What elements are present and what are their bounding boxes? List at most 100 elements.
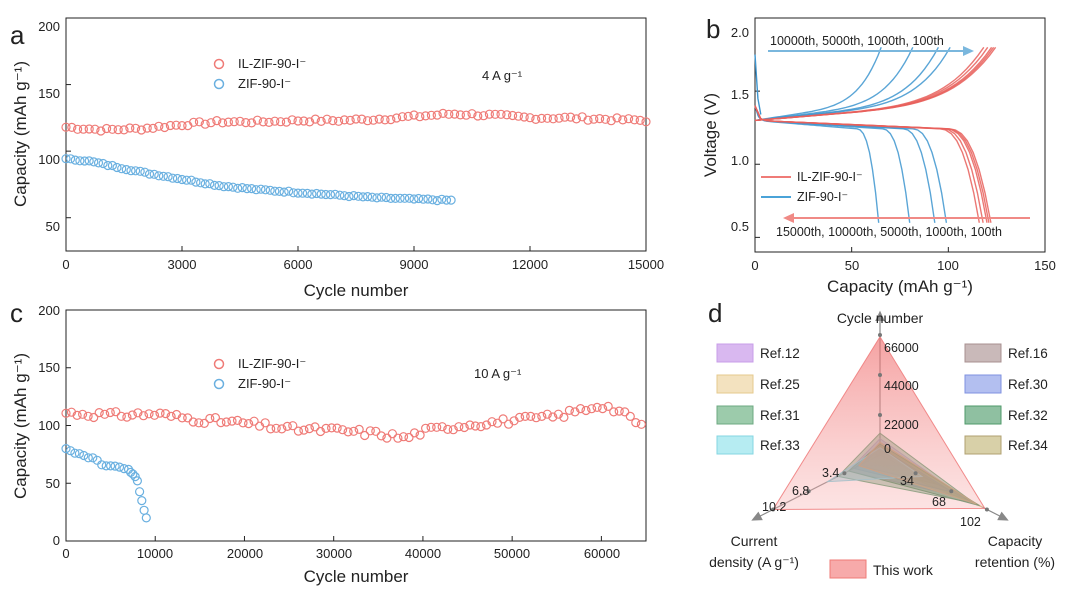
radar-tick-dot	[949, 489, 954, 494]
data-point-il	[589, 114, 599, 124]
data-point-il	[397, 112, 407, 122]
y-tick-label: 1.5	[731, 87, 749, 102]
data-point-il	[177, 413, 187, 423]
x-tick-label: 12000	[512, 257, 548, 272]
legend-swatch-ref25	[716, 374, 754, 394]
axis-arrow-icon	[997, 511, 1009, 521]
data-point-zif	[441, 195, 452, 205]
data-point-zif	[75, 156, 85, 166]
data-point-zif	[404, 193, 414, 203]
data-point-il	[221, 417, 231, 427]
radar-tick-dot	[878, 373, 882, 377]
data-point-zif	[135, 487, 145, 497]
x-tick-label: 100	[937, 258, 959, 273]
data-point-il	[339, 115, 349, 125]
data-point-zif	[137, 496, 147, 506]
data-point-il	[421, 111, 431, 121]
data-point-il	[631, 418, 641, 428]
data-point-il	[426, 110, 436, 120]
data-point-zif	[432, 196, 442, 206]
data-point-il	[629, 115, 640, 125]
data-point-il	[277, 424, 287, 434]
data-point-zif	[428, 195, 438, 205]
data-point-il	[392, 113, 402, 123]
data-point-il	[205, 413, 215, 424]
x-tick-label: 30000	[316, 546, 352, 561]
data-point-il	[148, 123, 158, 133]
discharge-curve	[754, 105, 980, 223]
data-point-zif	[335, 190, 345, 200]
data-point-il	[316, 116, 326, 127]
data-point-il	[542, 113, 553, 123]
data-point-il	[328, 115, 338, 126]
data-point-il	[212, 115, 222, 126]
data-point-il	[154, 121, 164, 131]
x-tick-labels-a: 0 3000 6000 9000 12000 15000	[62, 257, 664, 272]
data-point-il	[487, 417, 497, 427]
data-point-zif	[228, 182, 238, 192]
data-point-zif	[349, 191, 359, 201]
data-point-zif	[200, 179, 210, 189]
legend-label-zif: ZIF-90-I⁻	[797, 190, 848, 204]
x-tick-label: 10000	[137, 546, 173, 561]
data-point-il	[345, 115, 355, 126]
data-point-il	[332, 423, 342, 433]
data-point-il	[597, 404, 608, 414]
data-point-il	[526, 411, 536, 421]
data-point-il	[641, 117, 651, 127]
radar-axis-label-current-line1: Current	[731, 533, 778, 549]
legend-label-ref34: Ref.34	[1008, 438, 1048, 453]
data-point-il	[299, 116, 309, 126]
data-point-zif	[135, 166, 145, 176]
data-point-il	[210, 413, 220, 423]
x-axis-label-c: Cycle number	[304, 567, 409, 586]
radar-tick-dot	[842, 471, 847, 476]
data-point-il	[166, 411, 176, 421]
radar-tick-retention: 68	[932, 495, 946, 509]
data-point-il	[606, 116, 616, 126]
data-point-zif	[154, 171, 164, 181]
data-point-il	[218, 118, 228, 128]
data-point-il	[227, 416, 237, 426]
data-point-il	[200, 119, 210, 129]
data-point-zif	[119, 464, 129, 474]
data-point-il	[238, 418, 248, 428]
data-point-il	[270, 116, 280, 126]
x-tick-label: 9000	[400, 257, 429, 272]
panel-label-c: c	[10, 298, 23, 328]
data-point-il	[338, 425, 348, 435]
data-point-il	[194, 117, 204, 127]
data-point-il	[465, 420, 475, 430]
data-point-il	[443, 424, 453, 434]
data-point-il	[354, 424, 364, 434]
x-tick-label: 50	[845, 258, 859, 273]
data-point-zif	[205, 179, 215, 189]
legend-a: IL-ZIF-90-I⁻ ZIF-90-I⁻	[213, 56, 306, 91]
data-point-il	[271, 423, 281, 433]
data-point-zif	[298, 188, 308, 198]
y-tick-label: 100	[38, 418, 60, 433]
y-axis-label-b: Voltage (V)	[701, 93, 720, 177]
legend-marker-il	[213, 58, 225, 70]
data-point-il	[67, 122, 77, 133]
data-point-zif	[288, 188, 298, 198]
data-point-il	[315, 426, 326, 437]
data-point-il	[470, 421, 480, 431]
data-point-il	[409, 428, 420, 438]
axis-arrow-icon	[751, 511, 763, 521]
legend-b: IL-ZIF-90-I⁻ ZIF-90-I⁻	[761, 170, 863, 204]
x-axis-label-a: Cycle number	[304, 281, 409, 300]
data-point-zif	[223, 182, 233, 192]
data-point-zif	[79, 156, 90, 166]
data-point-zif	[79, 450, 89, 461]
data-point-zif	[61, 154, 71, 164]
data-point-il	[288, 421, 298, 431]
radar-axis-label-cycle: Cycle number	[837, 310, 924, 326]
y-tick-labels-a: 50 100 150 200	[38, 19, 60, 234]
data-point-il	[476, 422, 486, 432]
data-point-zif	[105, 461, 116, 471]
data-point-il	[438, 108, 448, 119]
data-point-zif	[395, 193, 405, 203]
data-point-zif	[70, 448, 80, 458]
